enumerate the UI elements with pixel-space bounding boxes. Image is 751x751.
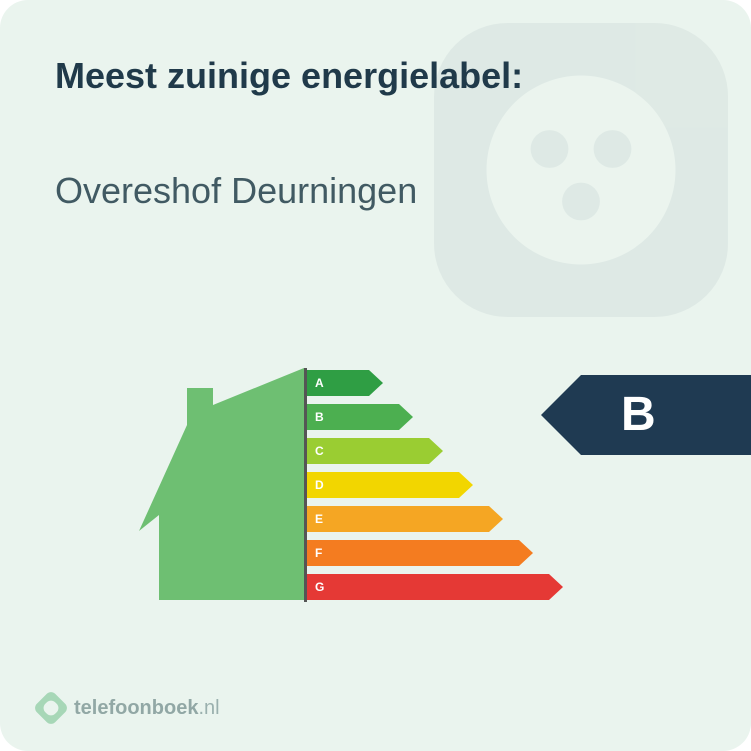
chart-divider	[304, 368, 307, 602]
energy-bar-d	[307, 472, 473, 498]
card: Meest zuinige energielabel: Overeshof De…	[0, 0, 751, 751]
footer-brand-tld: .nl	[198, 697, 219, 719]
page-title: Meest zuinige energielabel:	[55, 55, 523, 97]
energy-bar-f	[307, 540, 533, 566]
energy-bar-label-a: A	[315, 376, 324, 390]
house-icon	[139, 368, 304, 600]
energy-bar-label-f: F	[315, 546, 322, 560]
footer-brand-name: telefoonboek	[74, 697, 198, 719]
energy-bar-label-e: E	[315, 512, 323, 526]
energy-bar-label-c: C	[315, 444, 324, 458]
energy-bar-e	[307, 506, 503, 532]
selected-label-letter: B	[621, 387, 656, 442]
energy-bar-g	[307, 574, 563, 600]
footer-brand: telefoonboek.nl	[74, 697, 220, 720]
selected-label-tag: B	[541, 375, 751, 455]
location-name: Overeshof Deurningen	[55, 170, 417, 212]
energy-bar-label-b: B	[315, 410, 324, 424]
energy-bar-label-g: G	[315, 580, 324, 594]
footer: telefoonboek.nl	[38, 695, 220, 721]
energy-bar-label-d: D	[315, 478, 324, 492]
footer-logo-icon	[33, 690, 70, 727]
energy-bar-c	[307, 438, 443, 464]
